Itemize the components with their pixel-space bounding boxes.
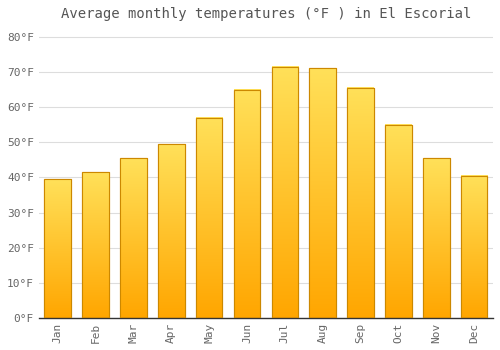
Bar [272, 67, 298, 318]
Bar [310, 69, 336, 318]
Bar [461, 176, 487, 318]
Bar [44, 179, 71, 318]
Bar [82, 172, 109, 318]
Title: Average monthly temperatures (°F ) in El Escorial: Average monthly temperatures (°F ) in El… [60, 7, 471, 21]
Bar [272, 67, 298, 318]
Bar [120, 158, 146, 318]
Bar [461, 176, 487, 318]
Bar [385, 125, 411, 318]
Bar [158, 144, 184, 318]
Bar [423, 158, 450, 318]
Bar [120, 158, 146, 318]
Bar [234, 90, 260, 318]
Bar [348, 88, 374, 318]
Bar [348, 88, 374, 318]
Bar [196, 118, 222, 318]
Bar [44, 179, 71, 318]
Bar [82, 172, 109, 318]
Bar [158, 144, 184, 318]
Bar [196, 118, 222, 318]
Bar [385, 125, 411, 318]
Bar [310, 69, 336, 318]
Bar [234, 90, 260, 318]
Bar [423, 158, 450, 318]
